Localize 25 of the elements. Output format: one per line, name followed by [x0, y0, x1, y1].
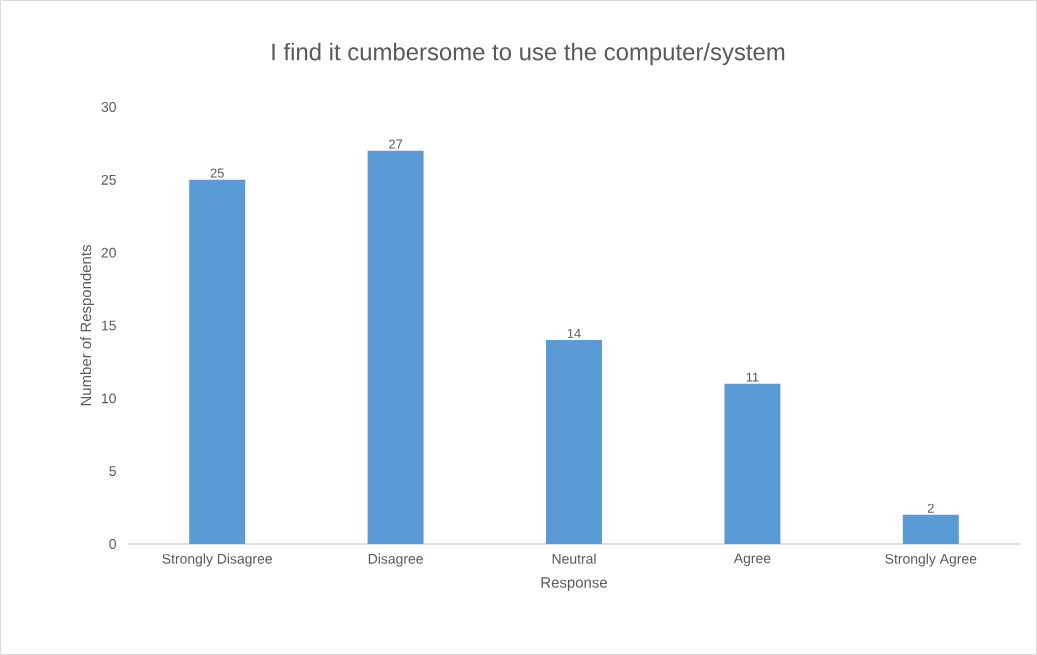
y-tick-label: 20: [101, 247, 116, 258]
bar: [189, 179, 246, 544]
data-label: 27: [389, 139, 403, 149]
x-tick-label: Strongly Disagree: [162, 553, 272, 567]
x-tick-label: Agree: [733, 553, 771, 567]
x-axis-title: Response: [541, 577, 607, 591]
data-label: 2: [927, 503, 934, 513]
bar: [367, 150, 424, 544]
bar: [902, 514, 959, 544]
x-tick-label: Strongly Agree: [885, 553, 977, 567]
y-tick-label: 30: [101, 102, 116, 112]
x-tick-label: Neutral: [552, 553, 596, 564]
data-label: 14: [567, 328, 581, 338]
y-axis-title: Number of Respondents: [80, 245, 95, 406]
y-tick-label: 0: [109, 539, 116, 549]
bar: [546, 340, 602, 544]
bar: [724, 383, 781, 544]
x-tick-label: Disagree: [368, 553, 423, 567]
data-label: 25: [210, 168, 224, 178]
chart-title: I find it cumbersome to use the computer/system: [272, 42, 785, 66]
data-label: 11: [746, 372, 759, 382]
y-tick-label: 25: [101, 174, 116, 185]
y-tick-label: 15: [102, 320, 116, 331]
y-tick-label: 5: [109, 466, 116, 477]
y-tick-label: 10: [102, 393, 116, 404]
